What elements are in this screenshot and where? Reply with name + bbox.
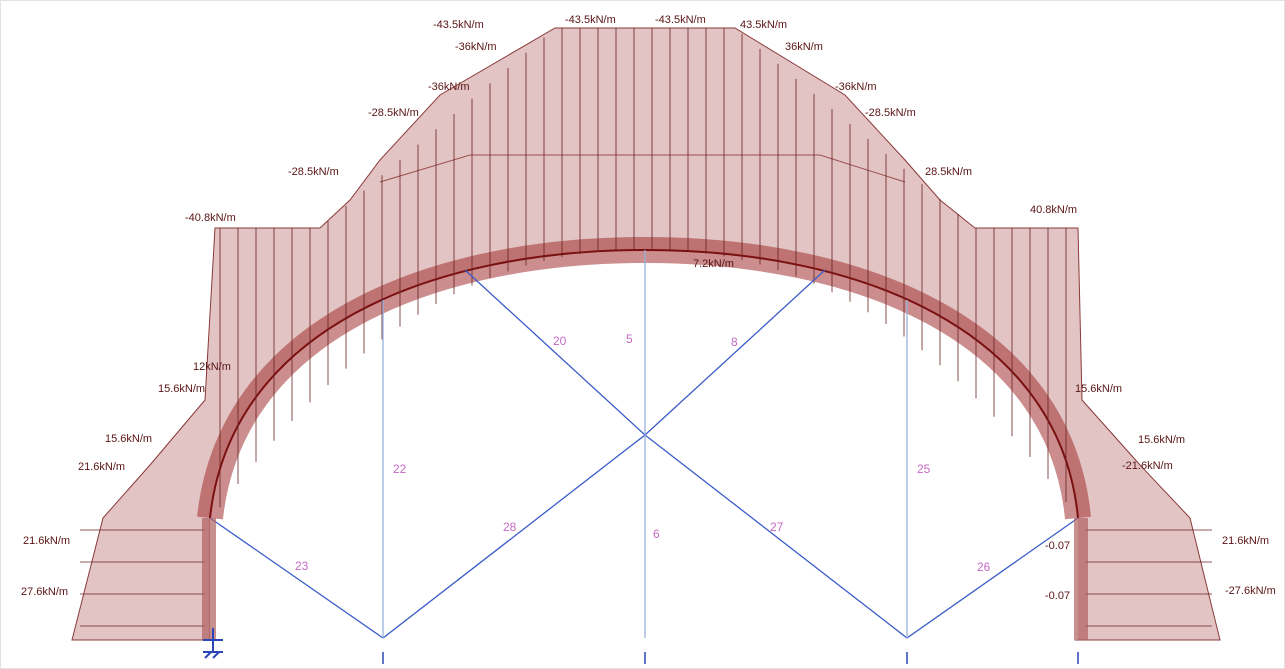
member-label: 22 xyxy=(393,462,407,476)
member-label: 26 xyxy=(977,560,991,574)
load-label: -28.5kN/m xyxy=(288,166,339,178)
member-label: 6 xyxy=(653,527,660,541)
load-label: -27.6kN/m xyxy=(1225,585,1276,597)
load-label: -43.5kN/m xyxy=(655,14,706,26)
load-label: 43.5kN/m xyxy=(740,19,787,31)
member-label: 27 xyxy=(770,520,784,534)
column-load xyxy=(202,518,216,640)
load-label: -43.5kN/m xyxy=(433,19,484,31)
load-label: -21.6kN/m xyxy=(1122,460,1173,472)
load-label: -36kN/m xyxy=(835,81,877,93)
load-label: -36kN/m xyxy=(455,41,497,53)
load-label: 40.8kN/m xyxy=(1030,204,1077,216)
load-label: -28.5kN/m xyxy=(865,107,916,119)
member-label: 20 xyxy=(553,334,567,348)
load-label: 21.6kN/m xyxy=(78,461,125,473)
member-label: 8 xyxy=(731,335,738,349)
member-label: 5 xyxy=(626,332,633,346)
column-load xyxy=(1074,518,1088,640)
load-label: 36kN/m xyxy=(785,41,823,53)
member-label: 23 xyxy=(295,559,309,573)
load-label: -36kN/m xyxy=(428,81,470,93)
structure-view: -43.5kN/m -43.5kN/m -43.5kN/m 43.5kN/m -36kN… xyxy=(0,0,1285,669)
load-label: 7.2kN/m xyxy=(693,258,734,270)
member-label: 25 xyxy=(917,462,931,476)
load-label: 21.6kN/m xyxy=(1222,535,1269,547)
load-label: 12kN/m xyxy=(193,361,231,373)
member-label: 28 xyxy=(503,520,517,534)
load-label: -40.8kN/m xyxy=(185,212,236,224)
viewport: -43.5kN/m -43.5kN/m -43.5kN/m 43.5kN/m -36kN… xyxy=(0,0,1285,669)
load-label: 28.5kN/m xyxy=(925,166,972,178)
load-label: -43.5kN/m xyxy=(565,14,616,26)
load-label: 21.6kN/m xyxy=(23,535,70,547)
load-label: -0.07 xyxy=(1045,590,1070,602)
load-label: 15.6kN/m xyxy=(158,383,205,395)
load-label: 27.6kN/m xyxy=(21,586,68,598)
load-label: 15.6kN/m xyxy=(1138,434,1185,446)
load-label: 15.6kN/m xyxy=(1075,383,1122,395)
load-label: -0.07 xyxy=(1045,540,1070,552)
load-label: -28.5kN/m xyxy=(368,107,419,119)
load-label: 15.6kN/m xyxy=(105,433,152,445)
